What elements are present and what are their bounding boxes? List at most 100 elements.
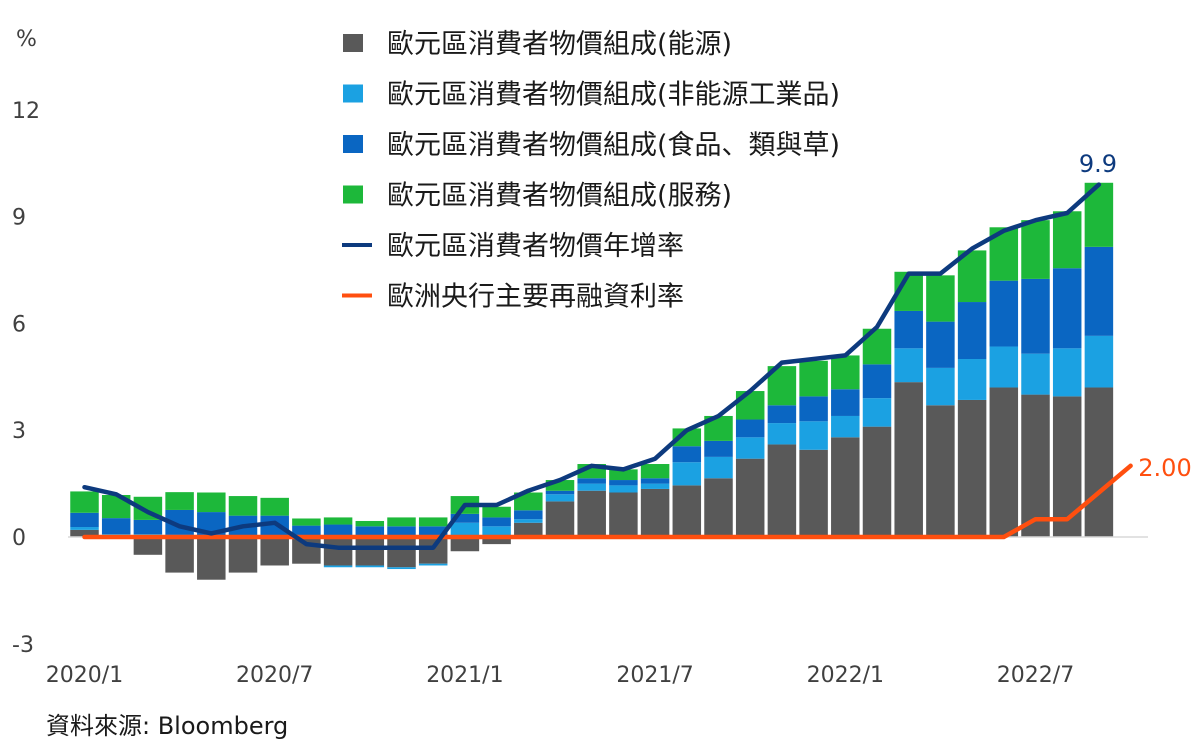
bar-energy-23 [799, 449, 828, 537]
bar-food-32 [1084, 246, 1114, 336]
bar-services-8 [323, 517, 353, 525]
bar-industrial-19 [672, 462, 702, 486]
bar-industrial-10 [387, 567, 416, 570]
bar-industrial-18 [640, 483, 670, 489]
bar-industrial-0 [70, 527, 99, 530]
bar-industrial-29 [989, 346, 1019, 388]
bars-layer [70, 182, 1114, 580]
bar-services-27 [926, 275, 955, 322]
bar-services-30 [1021, 220, 1050, 279]
bar-industrial-22 [767, 423, 797, 445]
bar-services-31 [1052, 211, 1082, 269]
bar-energy-14 [514, 522, 543, 537]
bar-energy-17 [609, 492, 638, 537]
bar-food-28 [957, 302, 987, 359]
bar-food-29 [989, 280, 1019, 347]
x-tick-label: 2020/1 [46, 663, 123, 688]
bar-industrial-15 [545, 494, 575, 502]
bar-industrial-14 [514, 519, 543, 523]
bar-energy-24 [831, 437, 860, 537]
bar-energy-16 [577, 490, 606, 537]
bar-food-13 [482, 517, 511, 527]
bar-energy-22 [767, 444, 797, 537]
bar-energy-2 [133, 537, 163, 555]
legend-label-industrial: 歐元區消費者物價組成(非能源工業品) [387, 80, 840, 111]
bar-services-3 [165, 492, 194, 510]
bar-energy-11 [418, 537, 448, 564]
bar-industrial-13 [482, 526, 511, 537]
y-tick-label: 9 [12, 206, 26, 231]
bar-services-7 [292, 518, 321, 526]
bar-industrial-11 [418, 563, 448, 566]
bar-services-17 [609, 469, 638, 481]
legend-swatch-services [343, 185, 363, 204]
bar-energy-31 [1052, 396, 1082, 537]
bar-energy-32 [1084, 387, 1114, 537]
x-tick-label: 2022/7 [997, 663, 1074, 688]
bar-food-21 [735, 419, 765, 438]
bar-food-1 [101, 518, 131, 535]
bar-food-11 [418, 526, 448, 537]
line-rate_line [82, 463, 1133, 540]
legend-label-rate_line: 歐洲央行主要再融資利率 [387, 282, 684, 313]
bar-services-6 [260, 497, 289, 516]
bar-food-4 [197, 512, 226, 536]
legend-swatch-industrial [343, 84, 363, 103]
bar-energy-0 [70, 529, 99, 537]
bar-services-10 [387, 517, 416, 527]
bar-food-20 [704, 440, 733, 457]
bar-food-19 [672, 446, 702, 463]
y-tick-label: -3 [12, 633, 34, 658]
bar-energy-30 [1021, 394, 1050, 537]
bar-energy-29 [989, 387, 1019, 537]
y-tick-label: 3 [12, 419, 26, 444]
bar-food-2 [133, 519, 163, 535]
bar-services-24 [831, 355, 860, 390]
bar-services-23 [799, 360, 828, 397]
bar-energy-15 [545, 501, 575, 537]
bar-food-30 [1021, 278, 1050, 354]
bar-food-0 [70, 512, 99, 528]
bar-food-26 [894, 310, 923, 349]
bar-energy-28 [957, 399, 987, 537]
bar-services-19 [672, 428, 702, 447]
legend-label-hicp_line: 歐元區消費者物價年增率 [387, 231, 684, 262]
bar-industrial-8 [323, 565, 353, 568]
bar-industrial-16 [577, 483, 606, 491]
legend-label-food: 歐元區消費者物價組成(食品、類與草) [387, 130, 840, 161]
bar-industrial-26 [894, 348, 923, 383]
bar-food-17 [609, 480, 638, 486]
bar-industrial-30 [1021, 353, 1050, 395]
bar-energy-6 [260, 537, 289, 566]
bar-industrial-23 [799, 421, 828, 450]
bar-industrial-17 [609, 485, 638, 493]
bar-food-7 [292, 525, 321, 537]
bar-food-22 [767, 405, 797, 424]
y-axis-ticks: -3 0 3 6 9 12 [12, 99, 40, 658]
bar-food-23 [799, 396, 828, 422]
bar-food-15 [545, 490, 575, 495]
bar-services-11 [418, 517, 448, 527]
x-tick-label: 2020/7 [236, 663, 313, 688]
bar-industrial-25 [862, 398, 892, 427]
bar-energy-26 [894, 382, 923, 537]
bar-food-12 [450, 513, 480, 523]
legend-swatch-energy [343, 34, 363, 52]
bar-industrial-27 [926, 367, 955, 406]
bar-food-18 [640, 478, 670, 484]
bar-energy-5 [228, 537, 258, 573]
legend-label-energy: 歐元區消費者物價組成(能源) [387, 29, 732, 60]
legend-label-services: 歐元區消費者物價組成(服務) [387, 181, 732, 212]
bar-industrial-32 [1084, 335, 1114, 388]
bar-food-14 [514, 510, 543, 520]
bar-food-24 [831, 389, 860, 416]
bar-industrial-31 [1052, 348, 1082, 397]
bar-food-25 [862, 364, 892, 399]
bar-energy-7 [292, 537, 321, 564]
bar-energy-19 [672, 485, 702, 537]
y-tick-label: 0 [12, 526, 26, 551]
bar-services-15 [545, 480, 575, 491]
x-tick-label: 2022/1 [807, 663, 884, 688]
legend: 歐元區消費者物價組成(能源) 歐元區消費者物價組成(非能源工業品) 歐元區消費者物價… [342, 29, 840, 313]
